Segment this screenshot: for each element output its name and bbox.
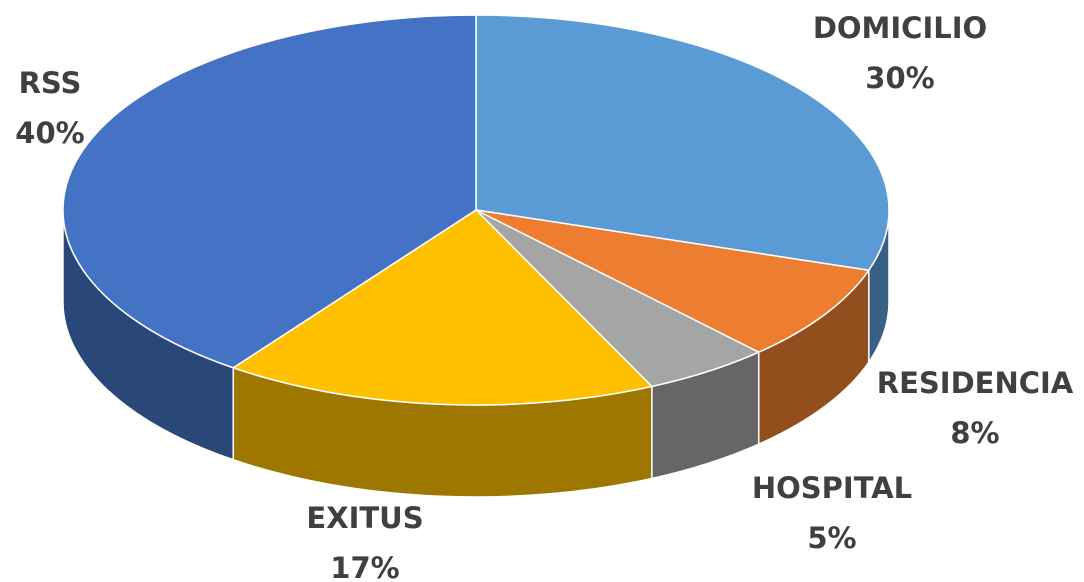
slice-value-label: 17% xyxy=(330,551,399,582)
slice-value-label: 40% xyxy=(15,116,84,150)
slice xyxy=(62,14,477,369)
slice xyxy=(475,14,890,272)
slice xyxy=(231,209,654,406)
slice-label: DOMICILIO xyxy=(813,11,987,45)
slice-label: RSS xyxy=(19,66,82,100)
slice-value-label: 5% xyxy=(807,521,856,555)
slice xyxy=(475,209,871,353)
slice-label: EXITUS xyxy=(306,501,423,535)
slice-value-label: 30% xyxy=(865,61,934,95)
slice-label: HOSPITAL xyxy=(752,471,912,505)
slice-label: RESIDENCIA xyxy=(877,366,1074,400)
slice-value-label: 8% xyxy=(950,416,999,450)
